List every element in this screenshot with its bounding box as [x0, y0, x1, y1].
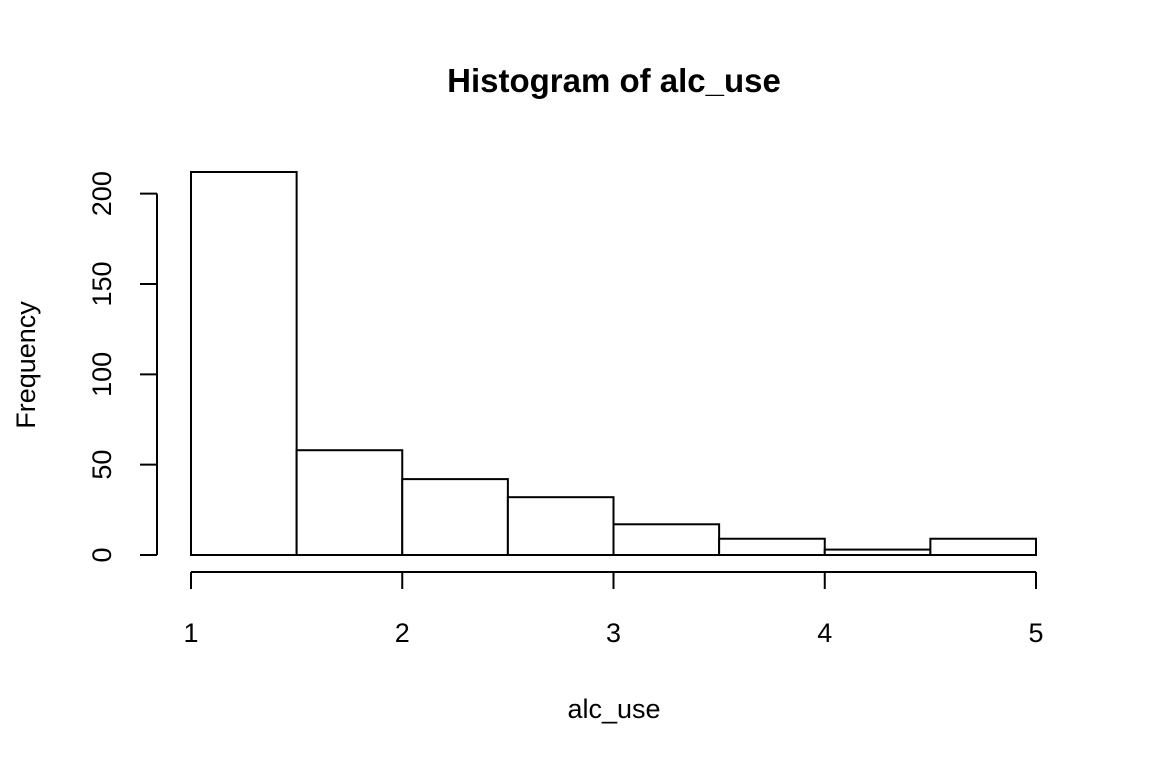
chart-title: Histogram of alc_use	[447, 62, 781, 99]
bars-group	[190, 171, 1037, 557]
histogram-bar-0	[190, 171, 298, 556]
x-tick-label-3: 4	[817, 618, 832, 648]
y-tick-label-2: 100	[87, 352, 117, 397]
x-tick-label-2: 3	[606, 618, 621, 648]
histogram-bar-3	[506, 496, 615, 557]
y-tick-label-4: 200	[87, 171, 117, 216]
x-axis: 1 2 3 4 5	[183, 571, 1044, 648]
y-axis-label: Frequency	[11, 301, 41, 429]
y-tick-label-1: 50	[87, 450, 117, 480]
x-tick-label-4: 5	[1028, 618, 1043, 648]
x-tick-label-1: 2	[395, 618, 410, 648]
histogram-bar-4	[612, 523, 721, 556]
histogram-bar-6	[823, 548, 932, 557]
y-tick-label-0: 0	[87, 547, 117, 562]
histogram-bar-5	[718, 537, 826, 556]
y-axis: 0 50 100 150 200	[87, 171, 158, 563]
histogram-bar-7	[929, 537, 1037, 556]
histogram-bar-1	[295, 449, 404, 556]
x-tick-label-0: 1	[183, 618, 198, 648]
y-tick-label-3: 150	[87, 261, 117, 306]
histogram-bar-2	[401, 478, 509, 557]
x-axis-label: alc_use	[567, 694, 660, 724]
